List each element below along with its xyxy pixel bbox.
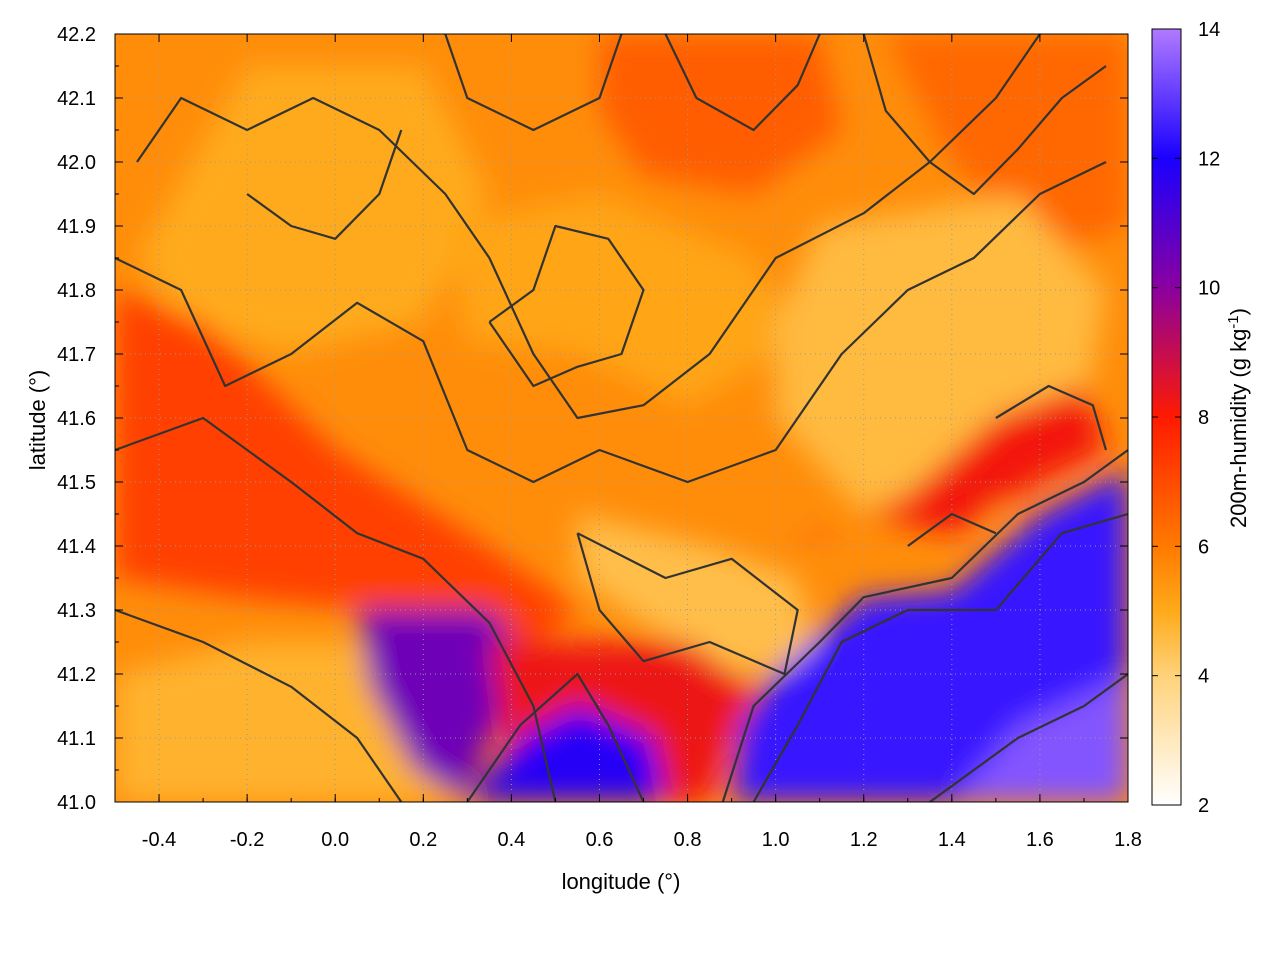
contour-line: [115, 161, 1107, 484]
y-axis-title: latitude (°): [25, 370, 50, 471]
contour-line: [444, 34, 623, 132]
colorbar-tick-label: 8: [1198, 407, 1209, 429]
contour-line: [664, 34, 821, 132]
colorbar-tick-label: 6: [1198, 536, 1209, 558]
y-tick-label: 41.7: [57, 344, 96, 366]
contour-line: [246, 129, 403, 240]
contour-line: [862, 34, 1107, 196]
x-tick-label: 1.4: [938, 829, 966, 851]
colorbar-title-close: ): [1226, 308, 1251, 315]
colorbar-title-text: 200m-humidity (g kg: [1226, 329, 1251, 528]
contour-line: [136, 34, 1041, 420]
y-tick-label: 41.5: [57, 472, 96, 494]
colorbar: 2 4 6 8 10 12 14 200m-humidity (g kg-1): [1151, 19, 1251, 817]
y-tick-label: 41.6: [57, 408, 96, 430]
y-tick-label: 41.3: [57, 600, 96, 622]
plot-area: [115, 34, 1128, 802]
field-region-north-dry-a: [137, 66, 490, 354]
x-tick-label: 0.2: [409, 829, 437, 851]
x-tick-label: -0.4: [142, 829, 176, 851]
y-tick-label: 42.1: [57, 88, 96, 110]
x-axis-title: longitude (°): [562, 869, 681, 894]
contour-lines: [115, 34, 1128, 802]
contour-line: [752, 512, 1128, 802]
field-region-ebro-moist: [357, 610, 534, 802]
x-tick-label: 1.0: [762, 829, 790, 851]
y-tick-label: 41.2: [57, 664, 96, 686]
field-region-coastal-front: [775, 386, 1106, 559]
contour-line: [576, 532, 799, 676]
contour-line: [907, 512, 997, 547]
field-region-coast-humid-b: [731, 469, 1128, 802]
field-region-central-dry: [577, 514, 820, 674]
x-tick-label: 0.8: [674, 829, 702, 851]
x-tick-label: 0.6: [586, 829, 614, 851]
x-tick-label: -0.2: [230, 829, 264, 851]
colorbar-tick-label: 14: [1198, 19, 1220, 41]
y-axis: 41.0 41.1 41.2 41.3 41.4 41.5 41.6 41.7 41.8 41.9…: [57, 24, 1128, 814]
y-tick-label: 41.4: [57, 536, 96, 558]
contour-line: [115, 608, 403, 802]
colorbar-tick-label: 4: [1198, 666, 1209, 688]
y-tick-label: 41.8: [57, 280, 96, 302]
x-axis: -0.4 -0.2 0.0 0.2 0.4 0.6 0.8 1.0 1.2 1.4 1.6 1.8: [114, 34, 1142, 851]
y-tick-label: 41.1: [57, 728, 96, 750]
contour-line: [466, 672, 645, 802]
grid: [115, 34, 1128, 802]
colorbar-tick-label: 12: [1198, 148, 1220, 170]
y-tick-label: 41.9: [57, 216, 96, 238]
contour-line: [721, 449, 1128, 802]
heatmap-field: [115, 34, 1128, 802]
y-tick-label: 42.0: [57, 152, 96, 174]
colorbar-tick-label: 10: [1198, 278, 1220, 300]
field-region-north-moist: [599, 34, 842, 194]
field-region-coast-humid-a: [467, 706, 666, 802]
colorbar-tick-label: 2: [1198, 795, 1209, 817]
contour-line: [488, 224, 645, 388]
colorbar-ticks: 2 4 6 8 10 12 14: [1152, 19, 1220, 817]
field-region-northeast-moist: [885, 34, 1128, 258]
x-tick-label: 1.6: [1026, 829, 1054, 851]
contour-line: [995, 384, 1108, 451]
y-tick-label: 42.2: [57, 24, 96, 46]
colorbar-title-sup: -1: [1225, 315, 1242, 328]
x-tick-label: 1.2: [850, 829, 878, 851]
x-tick-label: 0.4: [497, 829, 525, 851]
contour-line: [929, 673, 1128, 802]
x-tick-label: 0.0: [321, 829, 349, 851]
contour-line: [115, 416, 557, 802]
y-tick-label: 41.0: [57, 792, 96, 814]
colorbar-title: 200m-humidity (g kg-1): [1225, 308, 1251, 528]
x-tick-label: 1.8: [1114, 829, 1142, 851]
